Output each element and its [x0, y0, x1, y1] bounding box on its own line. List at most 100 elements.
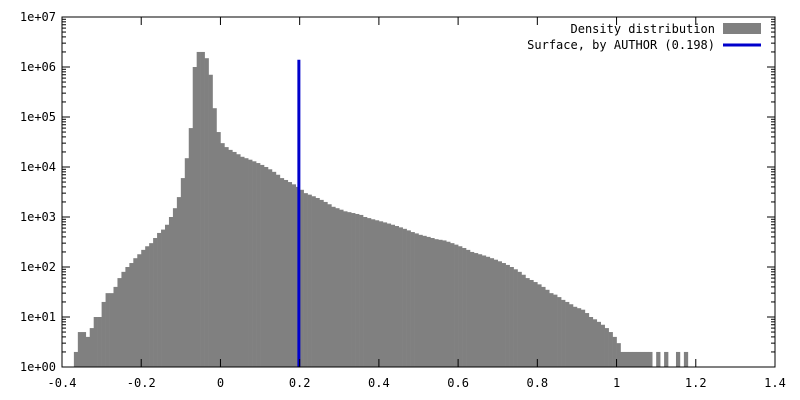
histogram-bar — [394, 226, 399, 367]
histogram-bar — [450, 243, 455, 367]
histogram-bar — [370, 219, 376, 367]
x-tick-label: 1.4 — [764, 376, 786, 390]
histogram-bar — [192, 67, 197, 367]
histogram-bar — [137, 254, 142, 367]
histogram-bar — [303, 193, 308, 367]
histogram-bar — [410, 232, 415, 367]
histogram-bar — [113, 286, 118, 367]
histogram-bar — [117, 278, 122, 367]
histogram-bar — [584, 313, 590, 367]
histogram-bar — [101, 301, 106, 367]
y-tick-label: 1e+01 — [20, 310, 56, 324]
histogram-bar — [529, 279, 534, 367]
histogram-bar — [521, 274, 526, 367]
histogram-bar — [204, 58, 209, 367]
histogram-bar — [497, 261, 502, 367]
histogram-bar — [418, 234, 423, 367]
histogram-bar — [664, 351, 669, 367]
histogram-bar — [164, 224, 170, 367]
x-tick-label: 0 — [217, 376, 224, 390]
histogram-bar — [608, 332, 613, 367]
histogram-bar — [656, 351, 661, 367]
histogram-bar — [513, 269, 518, 367]
histogram-bar — [264, 167, 269, 367]
histogram-bar — [287, 182, 293, 367]
histogram-bar — [248, 159, 253, 367]
histogram-bar — [473, 253, 479, 367]
histogram-bar — [319, 199, 324, 367]
y-tick-label: 1e+04 — [20, 160, 56, 174]
histogram-bar — [125, 267, 130, 367]
histogram-bar — [422, 235, 427, 367]
histogram-bar — [121, 271, 126, 367]
histogram-bar — [153, 238, 158, 367]
histogram-bar — [89, 328, 94, 367]
histogram-bar — [208, 74, 213, 367]
histogram-bar — [628, 351, 633, 367]
histogram-bar — [299, 189, 304, 367]
histogram-bar — [291, 184, 296, 367]
plot-area-frame — [61, 16, 776, 368]
histogram-bar — [105, 293, 110, 367]
histogram-bar — [228, 149, 233, 367]
x-tick-label: -0.4 — [48, 376, 77, 390]
histogram-bar — [485, 256, 491, 367]
histogram-bar — [188, 128, 194, 367]
histogram-bar — [81, 332, 87, 367]
histogram-bar — [565, 301, 570, 367]
histogram-bar — [442, 240, 447, 367]
y-tick-label: 1e+05 — [20, 110, 56, 124]
y-tick-label: 1e+03 — [20, 210, 56, 224]
histogram-bar — [675, 351, 681, 367]
y-tick-label: 1e+02 — [20, 260, 56, 274]
histogram-bar — [390, 224, 396, 367]
histogram-bar — [172, 208, 178, 367]
x-tick-label: 0.6 — [447, 376, 469, 390]
histogram-bar — [224, 147, 229, 367]
histogram-bar — [604, 328, 609, 367]
histogram-bar — [533, 282, 538, 367]
histogram-bar — [569, 304, 574, 367]
histogram-bar — [367, 218, 372, 367]
histogram-bar — [454, 244, 459, 367]
histogram-bar — [549, 293, 554, 367]
histogram-bar — [283, 179, 289, 367]
histogram-bar — [481, 255, 487, 367]
histogram-bar — [133, 258, 138, 367]
histogram-bar — [466, 249, 471, 367]
legend-label-surface: Surface, by AUTHOR (0.198) — [527, 38, 715, 52]
histogram-bar — [434, 239, 439, 367]
histogram-bar — [517, 271, 522, 367]
histogram-bar — [402, 228, 407, 367]
x-tick-label: 0.8 — [526, 376, 548, 390]
histogram-bar — [438, 239, 443, 367]
histogram-bar — [311, 196, 316, 367]
histogram-bar — [267, 169, 273, 367]
histogram-bar — [469, 251, 475, 367]
histogram-bar — [275, 174, 281, 367]
legend: Density distribution Surface, by AUTHOR … — [527, 22, 761, 52]
histogram-bar — [315, 197, 320, 367]
x-tick-label: -0.2 — [127, 376, 156, 390]
histogram-bar — [271, 171, 277, 367]
histogram-bar — [145, 246, 150, 367]
histogram-bar — [343, 211, 348, 367]
histogram-bar — [561, 299, 566, 367]
histogram-bar — [545, 289, 550, 367]
histogram-bar — [640, 351, 645, 367]
histogram-bar — [572, 306, 578, 367]
histogram-bar — [351, 213, 356, 367]
histogram-bar — [327, 204, 332, 367]
histogram-bar — [196, 51, 201, 367]
histogram-bar — [406, 230, 411, 367]
histogram-bar — [359, 214, 364, 367]
histogram-bar — [374, 220, 380, 367]
histogram-bar — [212, 108, 217, 367]
x-tick-label: 1.2 — [685, 376, 707, 390]
histogram-bar — [525, 278, 530, 367]
histogram-bar — [256, 163, 261, 367]
histogram-bar — [141, 249, 146, 367]
histogram-bar — [260, 164, 265, 367]
histogram-bar — [73, 351, 79, 367]
